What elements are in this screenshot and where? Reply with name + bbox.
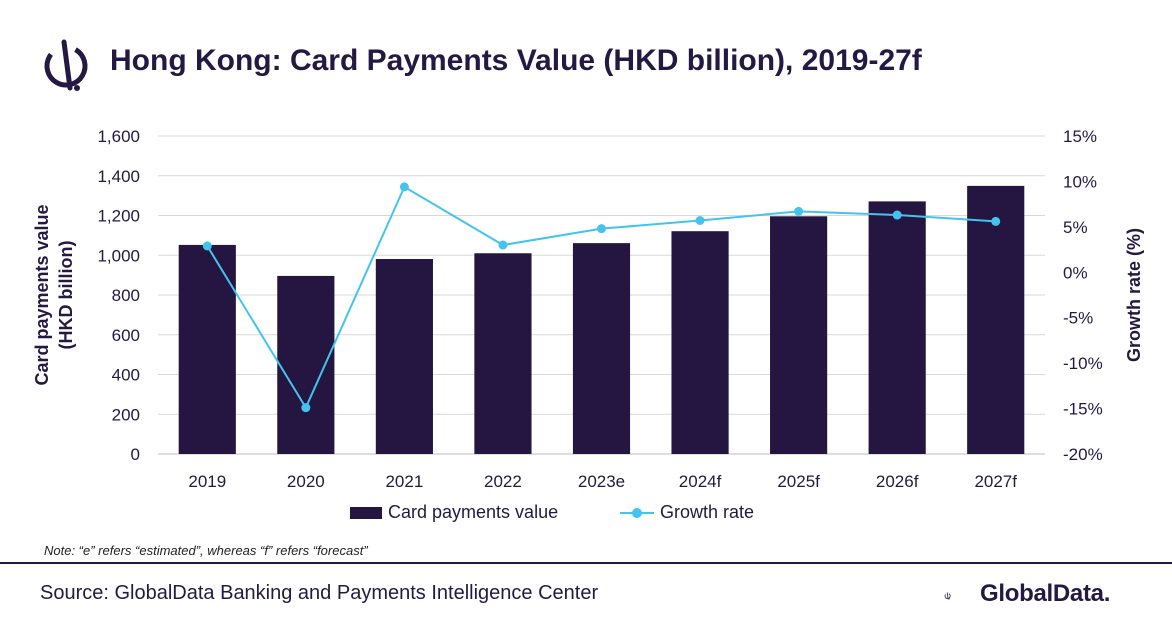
left-axis-tick-label: 1,600 — [97, 127, 140, 146]
right-axis-tick-label: -20% — [1063, 445, 1103, 464]
legend-item-card-payments: Card payments value — [350, 502, 558, 523]
bar — [967, 185, 1025, 455]
left-axis-tick-label: 800 — [112, 286, 140, 305]
left-axis-title-line2: (HKD billion) — [56, 241, 76, 350]
growth-rate-point — [991, 216, 1001, 226]
x-axis-tick-label: 2024f — [679, 472, 722, 491]
page-title: Hong Kong: Card Payments Value (HKD bill… — [110, 44, 922, 77]
left-axis-tick-label: 1,000 — [97, 246, 140, 265]
right-axis-tick-label: 0% — [1063, 263, 1088, 282]
left-axis-tick-label: 0 — [131, 445, 140, 464]
left-axis-tick-label: 400 — [112, 366, 140, 385]
growth-rate-point — [301, 403, 311, 413]
growth-rate-point — [202, 241, 212, 251]
right-axis-tick-label: 10% — [1063, 172, 1097, 191]
right-axis-tick-label: 5% — [1063, 218, 1088, 237]
x-axis-tick-label: 2026f — [876, 472, 919, 491]
right-axis-tick-label: 15% — [1063, 127, 1097, 146]
line-marker-swatch-icon — [620, 507, 654, 519]
right-axis-tick-label: -15% — [1063, 400, 1103, 419]
x-axis-tick-label: 2019 — [188, 472, 226, 491]
x-axis-tick-label: 2023e — [578, 472, 625, 491]
bar — [572, 243, 631, 454]
combo-chart: 0 200 400 600 800 1,000 1,200 1,400 1,600 -20% -15… — [32, 127, 1144, 491]
bar — [868, 201, 926, 454]
left-axis-tick-label: 1,200 — [97, 207, 140, 226]
globaldata-footer-wordmark: GlobalData. — [980, 580, 1111, 607]
x-axis-tick-label: 2027f — [974, 472, 1017, 491]
footer-divider — [0, 562, 1172, 564]
bar-swatch-icon — [350, 506, 382, 519]
globaldata-header-logo — [44, 39, 88, 91]
bar — [474, 253, 532, 454]
bar — [671, 231, 729, 454]
left-axis-tick-label: 200 — [112, 405, 140, 424]
chart-note: Note: “e” refers “estimated”, whereas “f… — [44, 543, 368, 558]
globaldata-footer-logo-icon — [944, 592, 951, 600]
growth-rate-point — [498, 240, 508, 250]
legend-label-growth-rate: Growth rate — [660, 502, 755, 522]
chart-legend: Card payments value Growth rate — [0, 502, 1172, 526]
growth-rate-point — [695, 215, 705, 225]
growth-rate-point — [597, 224, 606, 234]
source-text: Source: GlobalData Banking and Payments … — [40, 582, 599, 604]
left-axis-tick-label: 1,400 — [97, 167, 140, 186]
x-axis-tick-label: 2022 — [484, 472, 522, 491]
growth-rate-point — [892, 210, 902, 220]
legend-label-card-payments: Card payments value — [388, 502, 559, 522]
legend-item-growth-rate: Growth rate — [620, 502, 754, 523]
bar — [770, 216, 828, 454]
x-axis-tick-label: 2025f — [777, 472, 820, 491]
growth-rate-point — [794, 206, 804, 216]
bar — [375, 259, 433, 454]
x-axis-tick-label: 2021 — [385, 472, 423, 491]
right-axis-tick-label: -5% — [1063, 309, 1093, 328]
bar — [178, 244, 236, 454]
left-axis-tick-label: 600 — [112, 326, 140, 345]
right-axis-tick-label: -10% — [1063, 354, 1103, 373]
growth-rate-point — [399, 182, 409, 192]
right-axis-title: Growth rate (%) — [1124, 228, 1144, 362]
left-axis-title-line1: Card payments value — [32, 204, 52, 385]
x-axis-tick-label: 2020 — [287, 472, 325, 491]
